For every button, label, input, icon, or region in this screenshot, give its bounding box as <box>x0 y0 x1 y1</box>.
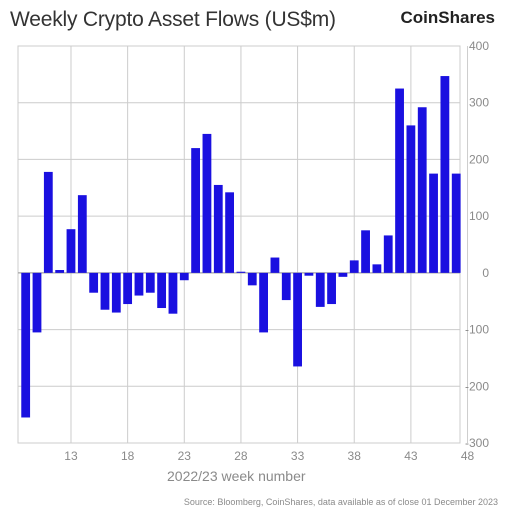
bar <box>315 272 325 307</box>
bar <box>304 272 314 276</box>
coinshares-logo: CoinShares <box>400 8 495 27</box>
bar <box>43 171 53 273</box>
bar <box>259 272 268 333</box>
bar <box>32 272 42 333</box>
bar <box>281 272 291 301</box>
bar <box>66 229 76 273</box>
x-axis-label: 2022/23 week number <box>167 468 306 484</box>
x-tick-label: 13 <box>64 449 78 463</box>
y-tick-label: 400 <box>469 39 489 53</box>
bar <box>361 230 370 273</box>
y-tick-label: -100 <box>465 323 489 337</box>
bar <box>383 235 393 273</box>
bar <box>21 272 31 418</box>
bar <box>145 272 155 293</box>
y-tick-label: 0 <box>482 266 489 280</box>
bar <box>100 272 110 310</box>
bar <box>168 272 178 314</box>
bar <box>123 272 133 305</box>
bar <box>55 270 65 273</box>
bar <box>89 272 99 293</box>
bar <box>395 88 404 273</box>
bar <box>213 184 223 273</box>
bar <box>417 107 427 273</box>
bar <box>327 272 336 305</box>
chart-title: Weekly Crypto Asset Flows (US$m) <box>10 8 336 31</box>
x-tick-label: 23 <box>178 449 192 463</box>
bar <box>440 76 450 273</box>
bar <box>236 271 246 273</box>
y-tick-label: -300 <box>465 436 489 450</box>
x-tick-label: 38 <box>348 449 362 463</box>
x-tick-label: 33 <box>291 449 305 463</box>
bar <box>191 148 201 273</box>
bar <box>179 272 189 281</box>
bar <box>225 192 234 273</box>
bar <box>349 260 359 273</box>
bar <box>338 272 348 277</box>
bar <box>293 272 302 367</box>
bar <box>372 264 382 273</box>
x-tick-label: 43 <box>404 449 418 463</box>
source-note: Source: Bloomberg, CoinShares, data avai… <box>183 497 498 507</box>
bar <box>202 133 212 273</box>
bar <box>451 173 461 273</box>
y-tick-label: -200 <box>465 379 489 393</box>
bar <box>429 173 438 273</box>
x-tick-label: 48 <box>461 449 475 463</box>
y-tick-label: 100 <box>469 209 489 223</box>
bar <box>157 272 167 309</box>
bar <box>111 272 121 313</box>
bar <box>77 195 87 273</box>
grid-lines <box>17 45 469 444</box>
y-tick-label: 200 <box>469 152 489 166</box>
bar <box>134 272 144 296</box>
y-tick-label: 300 <box>469 96 489 110</box>
x-tick-label: 18 <box>121 449 135 463</box>
bars <box>21 76 461 418</box>
x-tick-label: 28 <box>234 449 248 463</box>
bar <box>270 257 280 273</box>
bar <box>406 125 416 273</box>
bar <box>247 272 257 286</box>
tick-labels: -300 -200 -100 0 100 200 300 400 13 18 23 28 33 38 43 4… <box>64 39 489 463</box>
